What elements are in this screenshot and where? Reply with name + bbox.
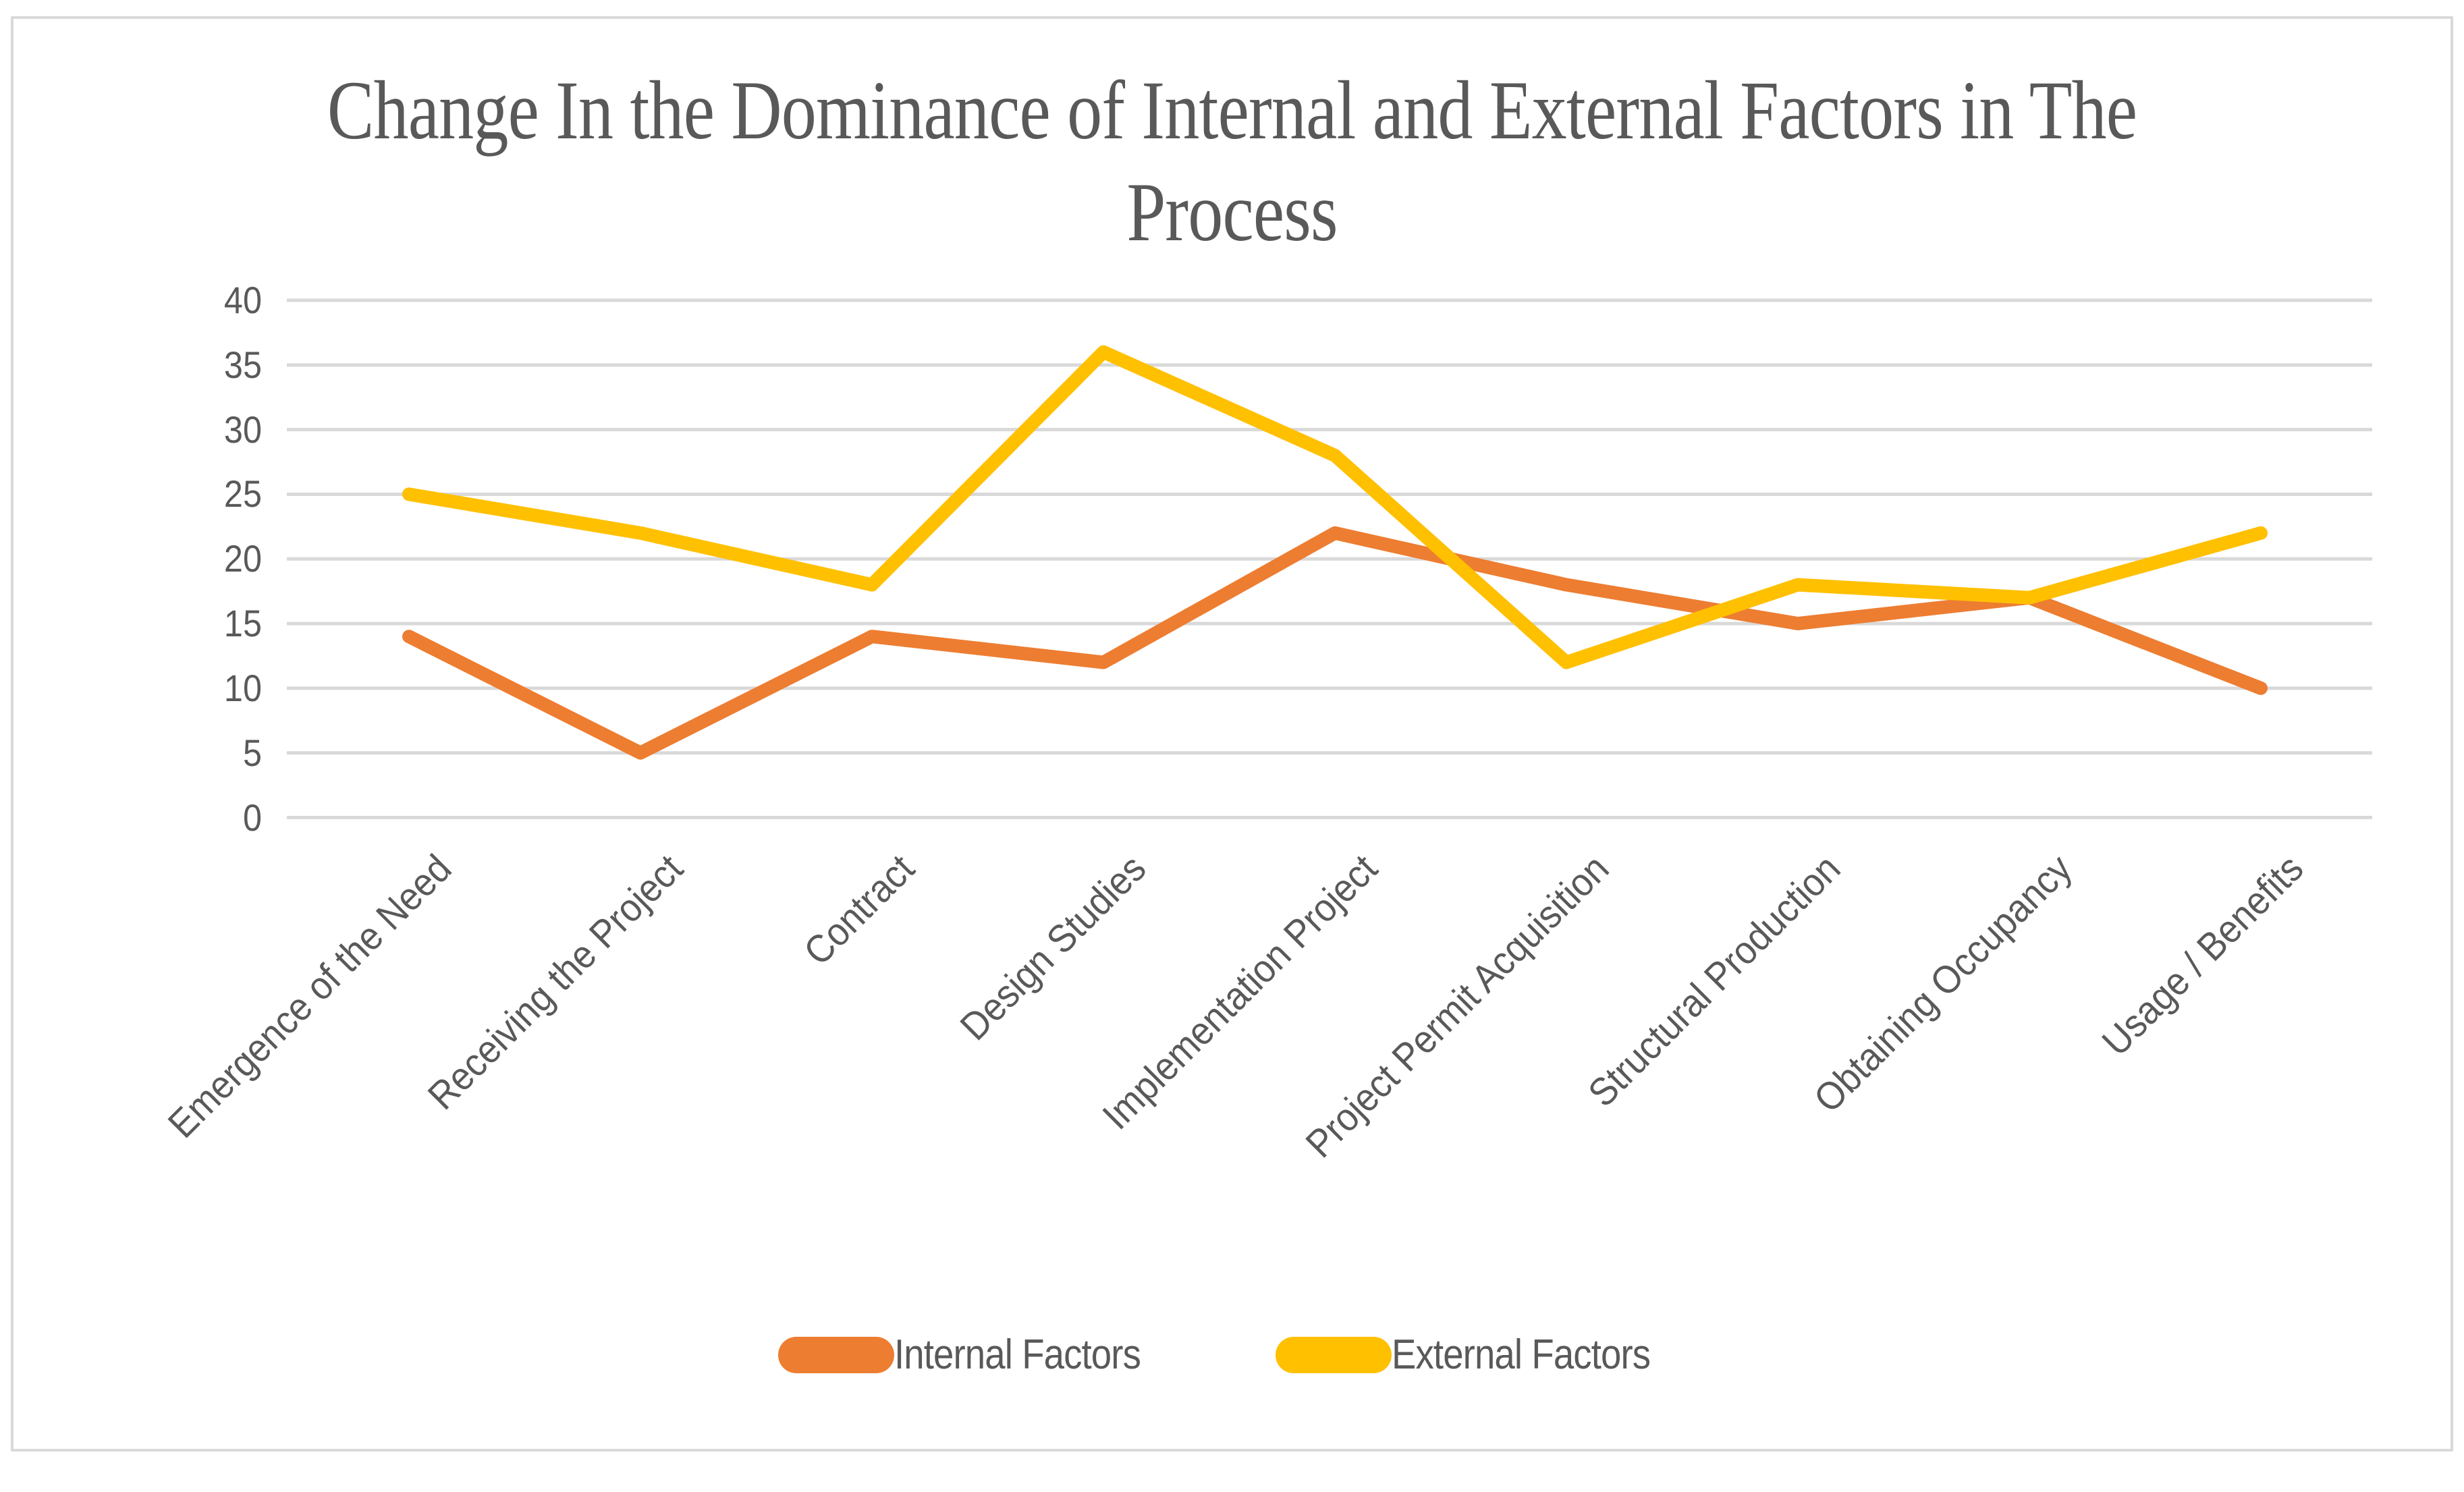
y-tick-label-30: 30 (223, 408, 262, 451)
series-line-internal-factors (402, 526, 2268, 760)
legend: Internal Factors External Factors (0, 1331, 2464, 1379)
y-tick-label-5: 5 (242, 731, 262, 774)
legend-label: External Factors (1392, 1331, 1651, 1378)
legend-swatch-external-factors (1276, 1336, 1392, 1373)
y-tick-label-10: 10 (223, 666, 262, 709)
y-tick-label-15: 15 (223, 602, 262, 645)
y-tick-label-25: 25 (223, 472, 262, 516)
chart-title: Change In the Dominance of Internal and … (0, 59, 2464, 264)
legend-swatch-internal-factors (778, 1336, 895, 1373)
legend-label: Internal Factors (894, 1331, 1141, 1378)
chart-title-line-2: Process (1126, 166, 1338, 259)
y-tick-label-35: 35 (223, 343, 262, 386)
y-tick-label-20: 20 (223, 537, 262, 580)
chart-title-line-1: Change In the Dominance of Internal and … (327, 64, 2137, 157)
series-line-external-factors (402, 345, 2268, 669)
legend-item-internal-factors: Internal Factors (778, 1331, 1174, 1379)
legend-item-external-factors: External Factors (1276, 1331, 1685, 1379)
y-tick-label-0: 0 (242, 796, 262, 839)
chart-outer-border (11, 16, 2453, 1452)
y-tick-label-40: 40 (223, 279, 262, 321)
